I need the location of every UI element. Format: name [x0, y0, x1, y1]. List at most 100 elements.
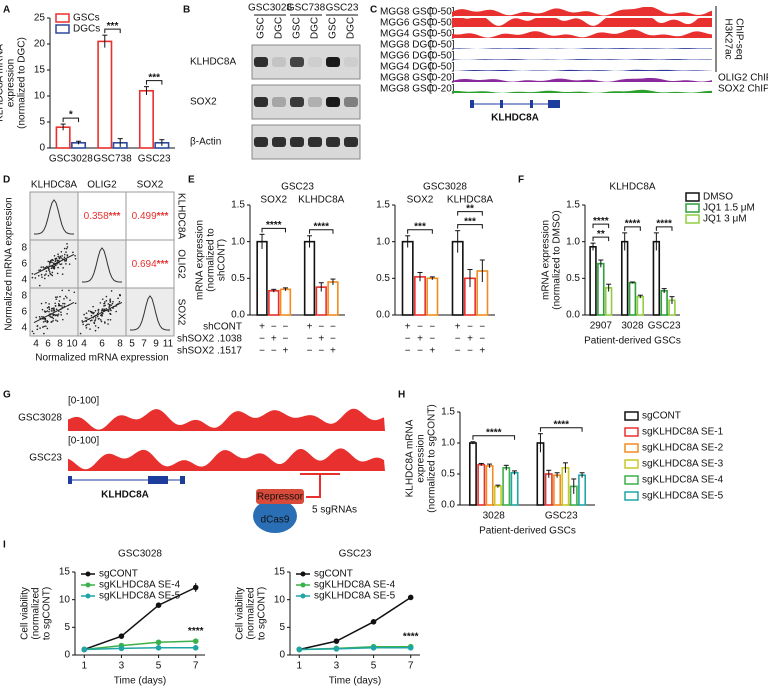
- fit-line: [33, 301, 75, 324]
- y-tick-label: 20: [34, 39, 46, 50]
- scatter-point: [65, 260, 67, 262]
- scatter-point: [103, 305, 105, 307]
- correlation-stars: ***: [157, 259, 169, 270]
- scatter-point: [63, 253, 66, 256]
- chart-title: GSC3028: [118, 549, 162, 560]
- blot-panel: [251, 124, 361, 160]
- legend-label: sgKLHDC8A SE-5: [99, 591, 181, 602]
- track-label: MGG8 DGC: [380, 40, 434, 51]
- bar: [401, 240, 414, 316]
- sgrna-label: 5 sgRNAs: [312, 505, 357, 516]
- x-tick-label: 4: [81, 339, 87, 350]
- legend-label: sgCONT: [642, 411, 681, 422]
- y-axis-label: (normalized to: [206, 228, 217, 292]
- panel-label: G: [3, 390, 11, 401]
- point: [118, 633, 125, 639]
- scatter-point: [67, 308, 69, 310]
- scatter-point: [66, 255, 69, 257]
- scatter-point: [48, 308, 51, 311]
- scatter-point: [61, 289, 64, 292]
- scatter-point: [111, 302, 114, 305]
- scatter-point: [60, 311, 62, 314]
- scatter-point: [56, 296, 59, 298]
- significance: ***: [107, 21, 119, 32]
- design-sign: −: [467, 346, 473, 357]
- scatter-point: [40, 266, 43, 268]
- track-signal: [452, 77, 712, 82]
- legend-label: JQ1 1.5 μM: [703, 203, 755, 214]
- significance-bracket: [472, 435, 516, 440]
- x-tick-label: KLHDC8A: [447, 195, 493, 206]
- scatter-point: [56, 320, 59, 322]
- scatter-point: [45, 301, 47, 304]
- scatter-point: [68, 289, 70, 292]
- scatter-point: [101, 315, 103, 317]
- design-sign: −: [479, 334, 485, 345]
- bar: [553, 474, 562, 506]
- bar: [426, 277, 439, 316]
- track-signal: [452, 18, 712, 27]
- y-axis-label: (normalized to DGC): [17, 37, 28, 129]
- design-sign: +: [318, 334, 324, 345]
- y-tick-label: 0.5: [566, 273, 580, 284]
- scatter-point: [39, 269, 42, 271]
- scatter-point: [109, 298, 112, 300]
- significance-bracket: [655, 226, 673, 231]
- significance-bracket: [592, 223, 610, 229]
- significance-bracket: [457, 224, 483, 229]
- point: [370, 645, 377, 651]
- x-axis-label: Normalized mRNA expression: [35, 353, 168, 364]
- scatter-point: [49, 261, 52, 264]
- y-tick-label: 0.5: [376, 273, 390, 284]
- scatter-point: [41, 308, 44, 311]
- track-signal: [452, 59, 712, 60]
- y-tick-label: 15: [59, 567, 71, 578]
- scatter-point: [61, 273, 64, 275]
- band: [254, 57, 268, 67]
- y-axis-label: KLHDC8A mRNA: [0, 44, 6, 122]
- track-label: MGG4 GSC: [380, 29, 434, 40]
- significance: ****: [266, 220, 282, 231]
- exon: [470, 100, 474, 108]
- design-sign: −: [417, 346, 423, 357]
- scatter-point: [107, 310, 110, 313]
- y-tick-label: 4: [21, 323, 27, 334]
- scatter-point: [99, 302, 102, 304]
- scatter-point: [36, 325, 39, 327]
- lane-label: DGC: [346, 17, 357, 39]
- scatter-point: [51, 307, 53, 310]
- bar: [493, 485, 502, 506]
- x-tick-label: 7: [408, 661, 414, 672]
- band: [308, 137, 322, 147]
- scatter-point: [48, 303, 50, 305]
- scatter-point: [44, 317, 47, 320]
- scatter-point: [53, 307, 55, 309]
- scatter-point: [43, 332, 45, 335]
- design-row-label: shSOX2 .1038: [177, 334, 242, 345]
- design-row-label: shCONT: [203, 322, 242, 333]
- scatter-point: [81, 320, 84, 322]
- scatter-point: [36, 328, 39, 331]
- track-signal: [68, 408, 385, 431]
- lane-label: GSC: [256, 17, 267, 39]
- significance: ****: [553, 419, 569, 430]
- scatter-point: [53, 267, 56, 270]
- track-range: [0-20]: [429, 73, 455, 84]
- scatter-point: [94, 309, 97, 312]
- scatter-point: [69, 299, 71, 301]
- bar: [97, 40, 113, 149]
- design-sign: +: [417, 334, 423, 345]
- scatter-point: [50, 273, 52, 276]
- design-sign: +: [271, 334, 277, 345]
- scatter-point: [43, 274, 46, 276]
- design-sign: −: [330, 334, 336, 345]
- scatter-point: [60, 263, 63, 265]
- scatter-point: [61, 305, 63, 307]
- scatter-point: [57, 302, 60, 305]
- y-tick-label: 5: [279, 622, 285, 633]
- panel-label: B: [183, 5, 190, 16]
- x-tick-label: GSC23: [648, 321, 681, 332]
- band: [308, 57, 322, 67]
- scatter-point: [59, 304, 62, 307]
- significance: ***: [414, 221, 426, 232]
